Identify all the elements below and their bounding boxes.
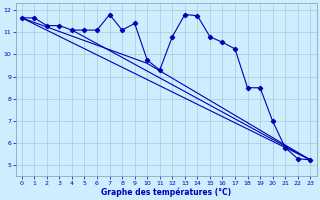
X-axis label: Graphe des températures (°C): Graphe des températures (°C) [101,187,231,197]
